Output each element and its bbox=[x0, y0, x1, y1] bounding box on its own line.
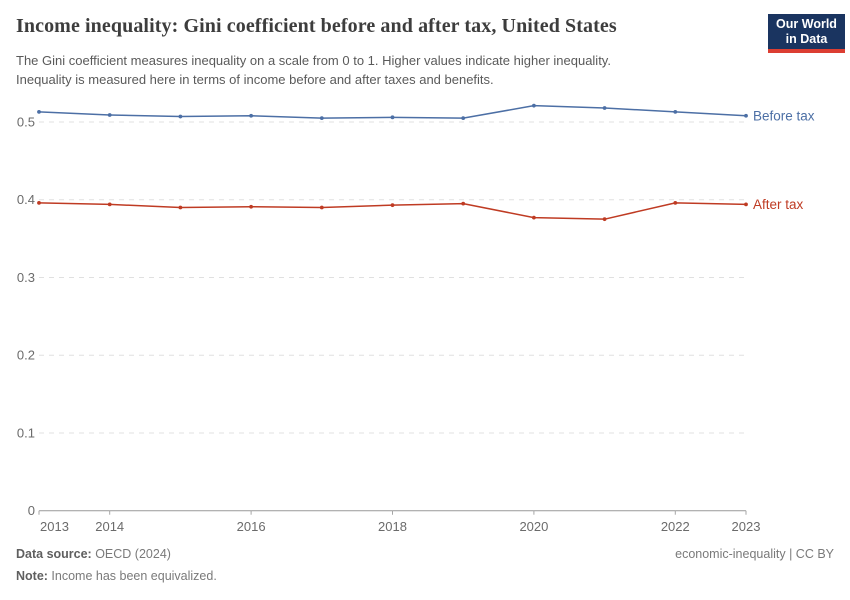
note-label: Note: bbox=[16, 569, 48, 583]
series-end-label[interactable]: After tax bbox=[753, 197, 804, 212]
x-axis-tick-label: 2018 bbox=[378, 519, 407, 534]
data-point[interactable] bbox=[461, 116, 466, 121]
y-axis-tick-label: 0 bbox=[28, 503, 35, 518]
chart-subtitle-line-1: The Gini coefficient measures inequality… bbox=[16, 53, 611, 68]
data-point[interactable] bbox=[107, 202, 112, 207]
data-point[interactable] bbox=[390, 203, 395, 208]
data-point[interactable] bbox=[744, 202, 748, 207]
data-point[interactable] bbox=[673, 109, 678, 114]
data-point[interactable] bbox=[319, 116, 324, 121]
x-axis-tick-label: 2022 bbox=[661, 519, 690, 534]
footer-license-link[interactable]: economic-inequality | CC BY bbox=[675, 547, 834, 561]
data-point[interactable] bbox=[602, 106, 607, 110]
note-value: Income has been equivalized. bbox=[47, 569, 217, 583]
data-source-value: OECD (2024) bbox=[91, 547, 171, 561]
data-point[interactable] bbox=[532, 215, 536, 220]
y-axis-tick-label: 0.5 bbox=[17, 115, 35, 130]
y-axis-tick-label: 0.1 bbox=[17, 425, 35, 440]
data-point[interactable] bbox=[249, 204, 254, 209]
y-axis-tick-label: 0.4 bbox=[17, 192, 35, 207]
owid-logo-line-1: Our World bbox=[776, 17, 837, 31]
data-point[interactable] bbox=[319, 205, 324, 210]
chart-subtitle-line-2: Inequality is measured here in terms of … bbox=[16, 72, 494, 87]
data-point[interactable] bbox=[178, 114, 183, 119]
data-point[interactable] bbox=[178, 205, 183, 210]
x-axis-tick-label: 2020 bbox=[519, 519, 548, 534]
y-axis-tick-label: 0.3 bbox=[17, 270, 35, 285]
data-point[interactable] bbox=[602, 217, 607, 222]
data-source-label: Data source: bbox=[16, 547, 92, 561]
data-point[interactable] bbox=[37, 200, 41, 205]
owid-logo-line-2: in Data bbox=[785, 31, 828, 46]
page-title: Income inequality: Gini coefficient befo… bbox=[16, 15, 617, 37]
data-point[interactable] bbox=[390, 115, 395, 120]
x-axis-tick-label: 2023 bbox=[732, 519, 761, 534]
x-axis-tick-label: 2014 bbox=[95, 519, 124, 534]
series-end-label[interactable]: Before tax bbox=[753, 108, 815, 123]
x-axis-tick-label: 2016 bbox=[237, 519, 266, 534]
data-point[interactable] bbox=[532, 103, 536, 108]
data-point[interactable] bbox=[673, 200, 678, 205]
x-axis-tick-label: 2013 bbox=[40, 519, 69, 534]
data-point[interactable] bbox=[744, 113, 748, 118]
data-point[interactable] bbox=[249, 113, 254, 118]
data-point[interactable] bbox=[37, 109, 41, 114]
owid-logo[interactable]: Our World in Data bbox=[768, 14, 845, 53]
data-point[interactable] bbox=[461, 201, 466, 206]
y-axis-tick-label: 0.2 bbox=[17, 348, 35, 363]
line-chart-svg[interactable]: 0 0.1 0.2 0.3 0.4 0.5 2013 2014 2016 2018 2020 2022… bbox=[0, 0, 850, 540]
footer-note: Note: Income has been equivalized. bbox=[16, 569, 217, 583]
data-point[interactable] bbox=[107, 113, 112, 117]
footer-data-source: Data source: OECD (2024) bbox=[16, 547, 171, 561]
chart-subtitle: The Gini coefficient measures inequality… bbox=[16, 51, 611, 89]
